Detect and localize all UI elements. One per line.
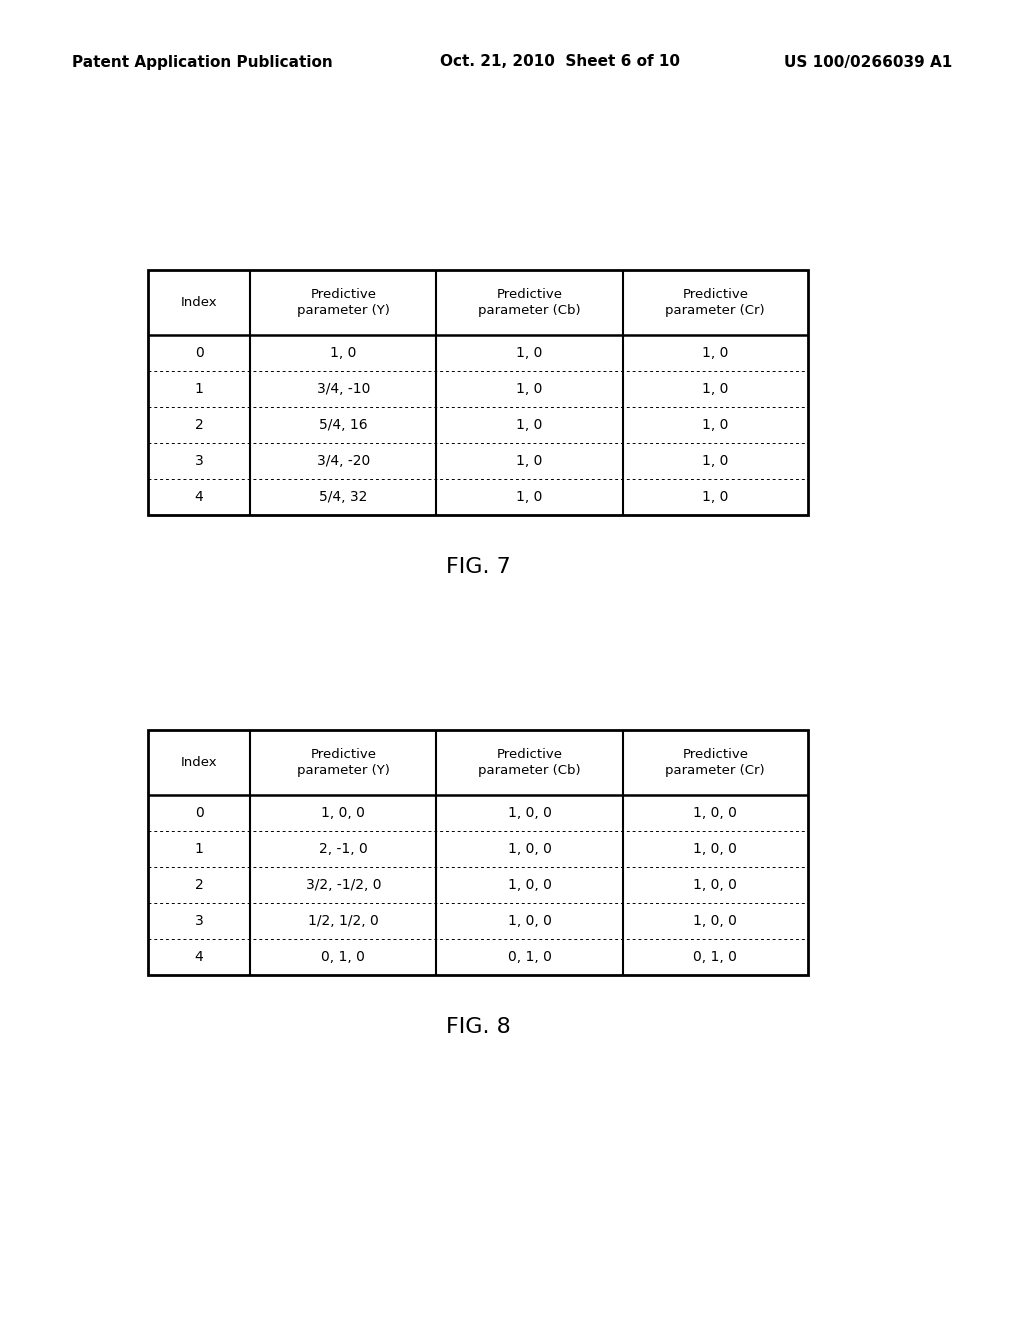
- Text: 1, 0: 1, 0: [702, 454, 728, 469]
- Text: Predictive
parameter (Y): Predictive parameter (Y): [297, 748, 390, 777]
- Text: 3: 3: [195, 913, 204, 928]
- Text: 0: 0: [195, 807, 204, 820]
- Text: 1, 0: 1, 0: [702, 418, 728, 432]
- Text: 0: 0: [195, 346, 204, 360]
- Text: 1, 0: 1, 0: [516, 490, 543, 504]
- Bar: [148, 730, 808, 975]
- Text: Index: Index: [181, 296, 217, 309]
- Text: 1, 0: 1, 0: [702, 346, 728, 360]
- Text: Index: Index: [181, 756, 217, 770]
- Text: Predictive
parameter (Cb): Predictive parameter (Cb): [478, 748, 581, 777]
- Text: 1, 0, 0: 1, 0, 0: [508, 842, 551, 855]
- Text: 1, 0: 1, 0: [702, 490, 728, 504]
- Text: 3/4, -10: 3/4, -10: [316, 381, 370, 396]
- Text: Predictive
parameter (Y): Predictive parameter (Y): [297, 288, 390, 317]
- Text: 4: 4: [195, 490, 204, 504]
- Text: Oct. 21, 2010  Sheet 6 of 10: Oct. 21, 2010 Sheet 6 of 10: [440, 54, 680, 70]
- Text: 1, 0: 1, 0: [516, 381, 543, 396]
- Text: 1, 0, 0: 1, 0, 0: [693, 807, 737, 820]
- Text: 3/2, -1/2, 0: 3/2, -1/2, 0: [305, 878, 381, 892]
- Text: 1, 0, 0: 1, 0, 0: [508, 913, 551, 928]
- Text: Predictive
parameter (Cr): Predictive parameter (Cr): [666, 288, 765, 317]
- Text: Predictive
parameter (Cr): Predictive parameter (Cr): [666, 748, 765, 777]
- Text: 2: 2: [195, 418, 204, 432]
- Text: 1: 1: [195, 381, 204, 396]
- Text: FIG. 7: FIG. 7: [445, 557, 510, 577]
- Text: 3: 3: [195, 454, 204, 469]
- Text: 2: 2: [195, 878, 204, 892]
- Text: 1, 0: 1, 0: [516, 418, 543, 432]
- Text: 5/4, 16: 5/4, 16: [319, 418, 368, 432]
- Text: 1: 1: [195, 842, 204, 855]
- Text: 1, 0: 1, 0: [702, 381, 728, 396]
- Text: 4: 4: [195, 950, 204, 964]
- Bar: [148, 271, 808, 515]
- Text: 1, 0, 0: 1, 0, 0: [693, 913, 737, 928]
- Text: FIG. 8: FIG. 8: [445, 1016, 510, 1038]
- Text: 1, 0: 1, 0: [516, 346, 543, 360]
- Text: 0, 1, 0: 0, 1, 0: [322, 950, 366, 964]
- Text: 5/4, 32: 5/4, 32: [319, 490, 368, 504]
- Text: 3/4, -20: 3/4, -20: [316, 454, 370, 469]
- Text: 2, -1, 0: 2, -1, 0: [319, 842, 368, 855]
- Text: Patent Application Publication: Patent Application Publication: [72, 54, 333, 70]
- Text: 1, 0, 0: 1, 0, 0: [508, 807, 551, 820]
- Text: 1/2, 1/2, 0: 1/2, 1/2, 0: [308, 913, 379, 928]
- Text: 1, 0, 0: 1, 0, 0: [693, 842, 737, 855]
- Text: 0, 1, 0: 0, 1, 0: [508, 950, 551, 964]
- Text: 1, 0: 1, 0: [330, 346, 356, 360]
- Text: US 100/0266039 A1: US 100/0266039 A1: [783, 54, 952, 70]
- Text: 1, 0: 1, 0: [516, 454, 543, 469]
- Text: Predictive
parameter (Cb): Predictive parameter (Cb): [478, 288, 581, 317]
- Text: 1, 0, 0: 1, 0, 0: [322, 807, 366, 820]
- Text: 0, 1, 0: 0, 1, 0: [693, 950, 737, 964]
- Text: 1, 0, 0: 1, 0, 0: [693, 878, 737, 892]
- Text: 1, 0, 0: 1, 0, 0: [508, 878, 551, 892]
